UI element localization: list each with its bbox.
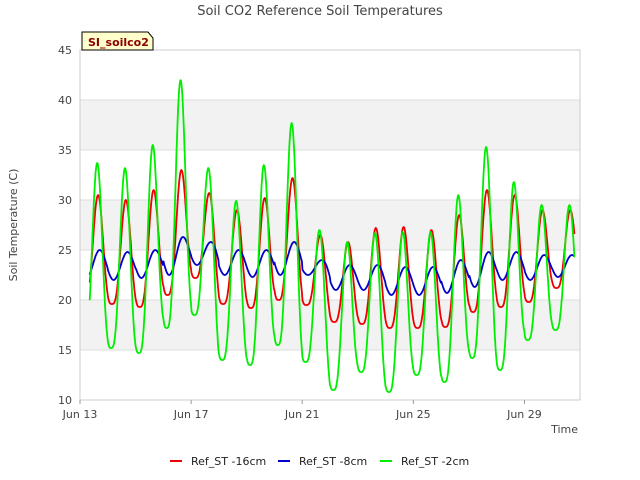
series-line: [88, 169, 576, 329]
background-band: [80, 100, 580, 150]
chart-title: Soil CO2 Reference Soil Temperatures: [197, 4, 443, 19]
y-tick-label: 30: [58, 194, 72, 207]
series-lines: [88, 79, 576, 393]
x-tick-label: Jun 13: [62, 408, 98, 421]
site-badge-label: SI_soilco2: [88, 36, 149, 49]
x-tick-label: Jun 21: [284, 408, 320, 421]
background-band: [80, 200, 580, 250]
y-axis-label: Soil Temperature (C): [7, 169, 20, 282]
legend-item: Ref_ST -2cm: [380, 455, 469, 468]
y-axis-ticks: 10 15 20 25 30 35 40 45: [58, 44, 72, 407]
legend-item: Ref_ST -8cm: [278, 455, 367, 468]
legend-label: Ref_ST -16cm: [191, 455, 266, 468]
y-tick-label: 25: [58, 244, 72, 257]
legend-label: Ref_ST -2cm: [401, 455, 469, 468]
series-line: [88, 236, 576, 296]
x-tick-label: Jun 29: [506, 408, 542, 421]
site-badge: SI_soilco2: [81, 31, 154, 51]
y-tick-label: 35: [58, 144, 72, 157]
series-line: [88, 79, 576, 393]
x-axis-ticks: Jun 13 Jun 17 Jun 21 Jun 25 Jun 29: [62, 400, 542, 421]
legend-label: Ref_ST -8cm: [299, 455, 367, 468]
y-tick-label: 40: [58, 94, 72, 107]
y-tick-label: 10: [58, 394, 72, 407]
y-tick-label: 20: [58, 294, 72, 307]
x-tick-label: Jun 17: [173, 408, 209, 421]
legend-item: Ref_ST -16cm: [170, 455, 266, 468]
legend: Ref_ST -16cm Ref_ST -8cm Ref_ST -2cm: [170, 455, 469, 468]
x-tick-label: Jun 25: [395, 408, 431, 421]
y-tick-label: 15: [58, 344, 72, 357]
y-tick-label: 45: [58, 44, 72, 57]
x-axis-label: Time: [550, 423, 578, 436]
plot-area: [79, 49, 581, 401]
